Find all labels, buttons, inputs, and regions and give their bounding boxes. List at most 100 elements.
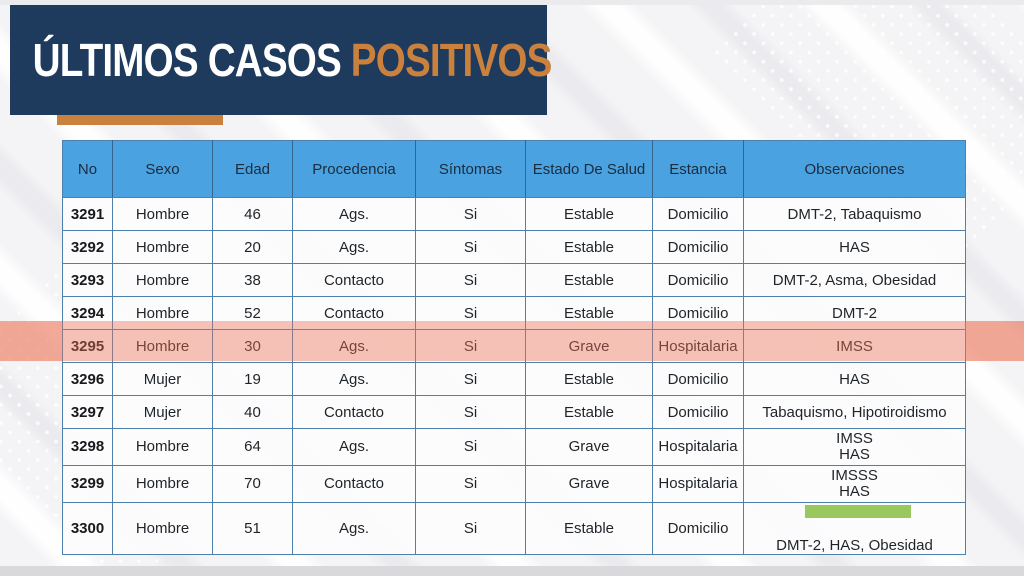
cell-edad: 30 [212,329,293,363]
cell-estado: Estable [525,197,653,231]
cell-edad: 19 [212,362,293,396]
table-row: 3298 Hombre 64 Ags. Si Grave Hospitalari… [62,428,966,466]
cell-estado: Grave [525,329,653,363]
cell-estancia: Domicilio [652,296,744,330]
cell-edad: 38 [212,263,293,297]
cell-sexo: Hombre [112,197,213,231]
cell-no: 3299 [62,465,113,503]
cell-edad: 64 [212,428,293,466]
cell-observaciones: DMT-2, Asma, Obesidad [743,263,966,297]
slide-top-edge [0,0,1024,5]
cell-procedencia: Contacto [292,395,416,429]
cell-procedencia: Contacto [292,263,416,297]
table-row: 3293 Hombre 38 Contacto Si Estable Domic… [62,263,966,297]
cell-estado: Estable [525,395,653,429]
green-marker-highlight [805,505,911,518]
cell-estancia: Domicilio [652,230,744,264]
cell-sintomas: Si [415,428,526,466]
table-row: 3292 Hombre 20 Ags. Si Estable Domicilio… [62,230,966,264]
cell-sexo: Hombre [112,296,213,330]
cell-observaciones: IMSSS HAS [743,465,966,503]
cell-sexo: Mujer [112,362,213,396]
cell-sintomas: Si [415,230,526,264]
cell-no: 3294 [62,296,113,330]
cell-procedencia: Contacto [292,465,416,503]
title-banner: ÚLTIMOS CASOS POSITIVOS [10,5,552,115]
cell-estado: Estable [525,296,653,330]
cell-observaciones: IMSS [743,329,966,363]
cell-sexo: Hombre [112,263,213,297]
cell-sintomas: Si [415,362,526,396]
cell-no: 3292 [62,230,113,264]
cell-estancia: Hospitalaria [652,329,744,363]
title-underline-bar [57,115,223,125]
cell-sintomas: Si [415,395,526,429]
cell-sexo: Mujer [112,395,213,429]
cell-procedencia: Ags. [292,230,416,264]
cell-observaciones: DMT-2 [743,296,966,330]
cell-no: 3300 [62,502,113,555]
cell-estancia: Domicilio [652,395,744,429]
table-row: 3294 Hombre 52 Contacto Si Estable Domic… [62,296,966,330]
observaciones-text: DMT-2, HAS, Obesidad [776,537,933,554]
table-row: 3300 Hombre 51 Ags. Si Estable Domicilio… [62,502,966,555]
cell-sexo: Hombre [112,502,213,555]
cell-observaciones: IMSS HAS [743,428,966,466]
cell-sintomas: Si [415,329,526,363]
cell-estancia: Domicilio [652,197,744,231]
cell-edad: 40 [212,395,293,429]
cell-estancia: Domicilio [652,502,744,555]
cell-sintomas: Si [415,502,526,555]
table-header-row: No Sexo Edad Procedencia Síntomas Estado… [62,140,966,198]
column-header-edad: Edad [212,140,293,198]
column-header-no: No [62,140,113,198]
cell-sexo: Hombre [112,230,213,264]
cell-observaciones: DMT-2, Tabaquismo [743,197,966,231]
cell-no: 3293 [62,263,113,297]
cell-procedencia: Contacto [292,296,416,330]
table-row: 3297 Mujer 40 Contacto Si Estable Domici… [62,395,966,429]
page-title-main: ÚLTIMOS CASOS [32,34,342,86]
cell-sintomas: Si [415,296,526,330]
cell-sexo: Hombre [112,465,213,503]
column-header-estancia: Estancia [652,140,744,198]
cell-edad: 51 [212,502,293,555]
cell-estancia: Hospitalaria [652,465,744,503]
cell-edad: 46 [212,197,293,231]
cell-no: 3296 [62,362,113,396]
cell-no: 3298 [62,428,113,466]
cell-no: 3295 [62,329,113,363]
cell-sexo: Hombre [112,428,213,466]
positive-cases-table: No Sexo Edad Procedencia Síntomas Estado… [62,140,966,555]
cell-estancia: Domicilio [652,263,744,297]
cell-no: 3291 [62,197,113,231]
cell-edad: 20 [212,230,293,264]
cell-estado: Grave [525,465,653,503]
cell-sintomas: Si [415,263,526,297]
cell-estado: Grave [525,428,653,466]
cell-edad: 52 [212,296,293,330]
cell-procedencia: Ags. [292,197,416,231]
cell-procedencia: Ags. [292,502,416,555]
cell-procedencia: Ags. [292,329,416,363]
cell-estado: Estable [525,230,653,264]
column-header-sexo: Sexo [112,140,213,198]
cell-observaciones: DMT-2, HAS, Obesidad [743,502,966,555]
cell-procedencia: Ags. [292,362,416,396]
page-title-accent: POSITIVOS [350,34,553,86]
cell-estancia: Hospitalaria [652,428,744,466]
cell-observaciones: HAS [743,230,966,264]
cell-estado: Estable [525,502,653,555]
column-header-observaciones: Observaciones [743,140,966,198]
cell-observaciones: HAS [743,362,966,396]
column-header-procedencia: Procedencia [292,140,416,198]
cell-edad: 70 [212,465,293,503]
column-header-estado: Estado De Salud [525,140,653,198]
slide-bottom-edge [0,566,1024,576]
table-row: 3296 Mujer 19 Ags. Si Estable Domicilio … [62,362,966,396]
cell-observaciones: Tabaquismo, Hipotiroidismo [743,395,966,429]
cell-no: 3297 [62,395,113,429]
cell-estado: Estable [525,263,653,297]
cell-sintomas: Si [415,197,526,231]
